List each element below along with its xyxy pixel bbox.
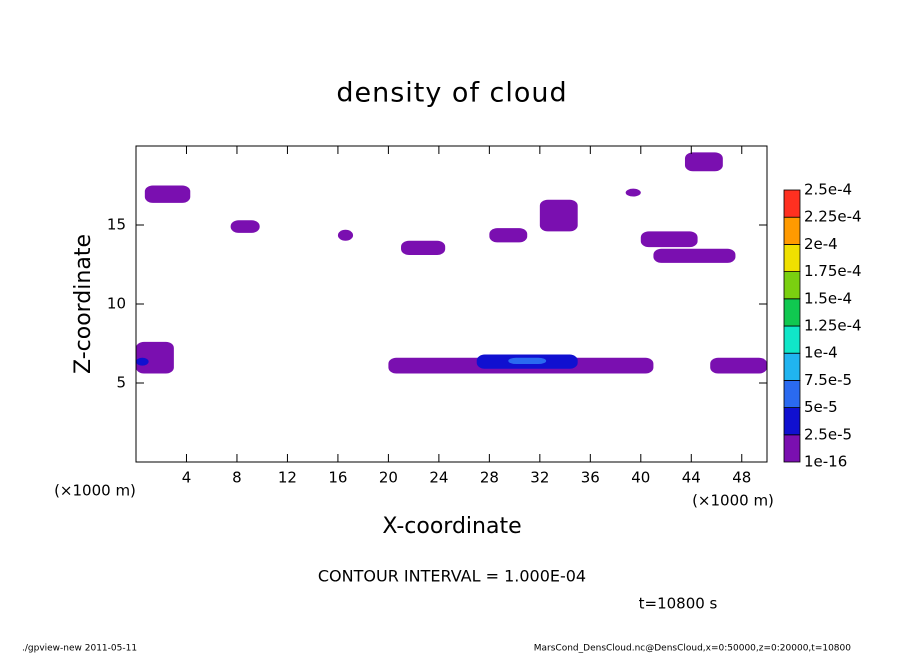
colorbar-segment [783, 298, 801, 327]
colorbar-segment [783, 243, 801, 272]
colorbar-segment [783, 216, 801, 245]
colorbar-segment [783, 407, 801, 436]
cloud-region [230, 220, 260, 233]
x-axis-label: X-coordinate [382, 514, 521, 539]
x-tick-label: 36 [581, 469, 600, 487]
x-tick-label: 20 [379, 469, 398, 487]
time-note: t=10800 s [639, 595, 718, 613]
y-tick-label: 5 [116, 374, 126, 392]
footer-right: MarsCond_DensCloud.nc@DensCloud,x=0:5000… [534, 644, 851, 654]
cloud-region [401, 240, 446, 256]
x-tick-label: 4 [182, 469, 192, 487]
colorbar-segment [783, 325, 801, 354]
contour-note: CONTOUR INTERVAL = 1.000E-04 [318, 567, 586, 586]
x-tick-label: 12 [278, 469, 297, 487]
colorbar-label: 2.25e-4 [804, 208, 862, 226]
cloud-region [489, 228, 528, 243]
y-tick-label: 15 [107, 216, 126, 234]
colorbar-label: 1e-4 [804, 344, 838, 362]
colorbar-segment [783, 352, 801, 381]
cloud-region [640, 231, 698, 248]
x-tick-label: 16 [328, 469, 347, 487]
x-tick-label: 28 [480, 469, 499, 487]
x-tick-label: 32 [530, 469, 549, 487]
x-tick-label: 44 [682, 469, 701, 487]
colorbar-label: 2.5e-5 [804, 425, 852, 443]
cloud-region [136, 357, 149, 366]
cloud-region [337, 229, 354, 241]
x-tick-label: 24 [429, 469, 448, 487]
x-tick-label: 48 [732, 469, 751, 487]
colorbar-label: 5e-5 [804, 398, 838, 416]
footer-left: ./gpview-new 2011-05-11 [22, 644, 137, 654]
y-tick-label: 10 [107, 295, 126, 313]
colorbar-label: 7.5e-5 [804, 371, 852, 389]
chart-title: density of cloud [336, 78, 567, 109]
cloud-region [508, 357, 547, 365]
colorbar-segment [783, 379, 801, 408]
colorbar-segment [783, 434, 801, 463]
cloud-region [625, 188, 641, 197]
colorbar-label: 1.5e-4 [804, 289, 852, 307]
cloud-region [539, 199, 578, 232]
colorbar-segment [783, 189, 801, 218]
cloud-region [684, 152, 723, 172]
y-unit: (×1000 m) [54, 482, 136, 500]
cloud-region [653, 248, 736, 263]
cloud-region [144, 185, 191, 203]
x-unit: (×1000 m) [692, 492, 774, 510]
colorbar-label: 2.5e-4 [804, 181, 852, 199]
cloud-region [710, 357, 767, 374]
colorbar-segment [783, 271, 801, 300]
cloud-region [136, 341, 174, 374]
colorbar-label: 2e-4 [804, 235, 838, 253]
colorbar-label: 1.25e-4 [804, 317, 862, 335]
plot-area [136, 152, 767, 374]
x-tick-label: 40 [631, 469, 650, 487]
colorbar-label: 1e-16 [804, 453, 847, 471]
y-axis-label: Z-coordinate [71, 234, 96, 374]
x-tick-label: 8 [232, 469, 242, 487]
colorbar-label: 1.75e-4 [804, 262, 862, 280]
